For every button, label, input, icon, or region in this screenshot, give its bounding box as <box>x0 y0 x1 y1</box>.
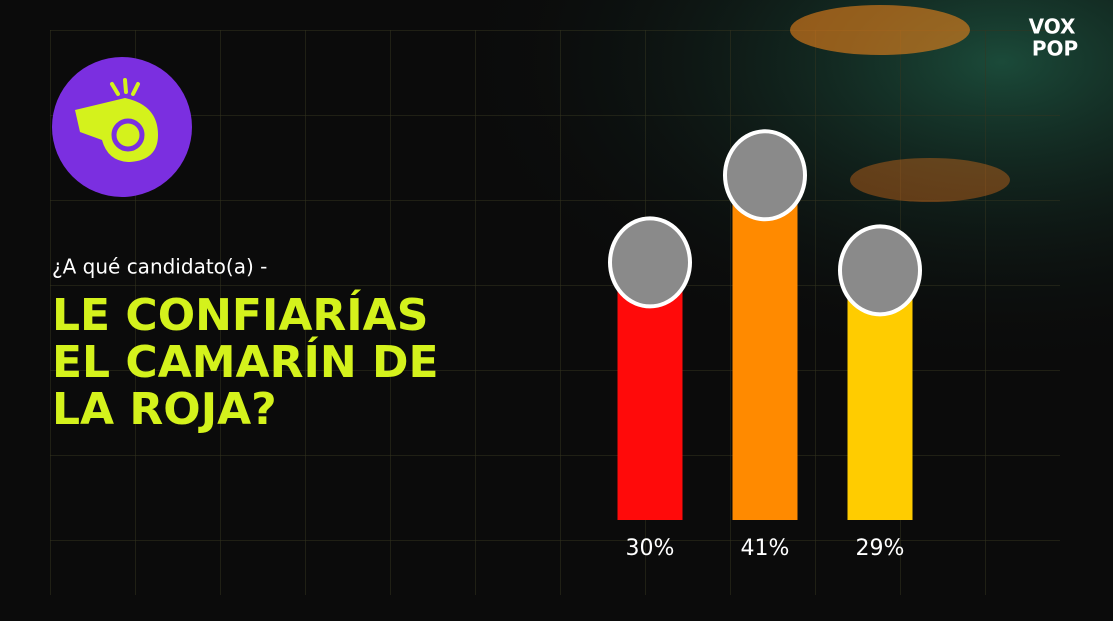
logo: VOX <box>1029 15 1076 39</box>
bar <box>732 195 798 520</box>
candidate-face <box>608 216 692 309</box>
value-label: 30% <box>626 536 675 561</box>
candidate-face <box>723 129 807 222</box>
subtitle: ¿A qué candidato(a) - <box>52 255 267 279</box>
bar <box>847 290 913 520</box>
chart-title: LE CONFIARÍAS <box>52 288 428 341</box>
candidate-face <box>838 224 922 317</box>
logo: POP <box>1032 37 1078 61</box>
blur-light <box>850 158 1010 202</box>
blur-light <box>790 5 970 55</box>
whistle-icon <box>52 57 192 197</box>
value-label: 41% <box>741 536 790 561</box>
bar <box>617 282 683 520</box>
chart-title: EL CAMARÍN DE <box>52 335 439 388</box>
chart-title: LA ROJA? <box>52 384 277 435</box>
value-label: 29% <box>856 536 905 561</box>
